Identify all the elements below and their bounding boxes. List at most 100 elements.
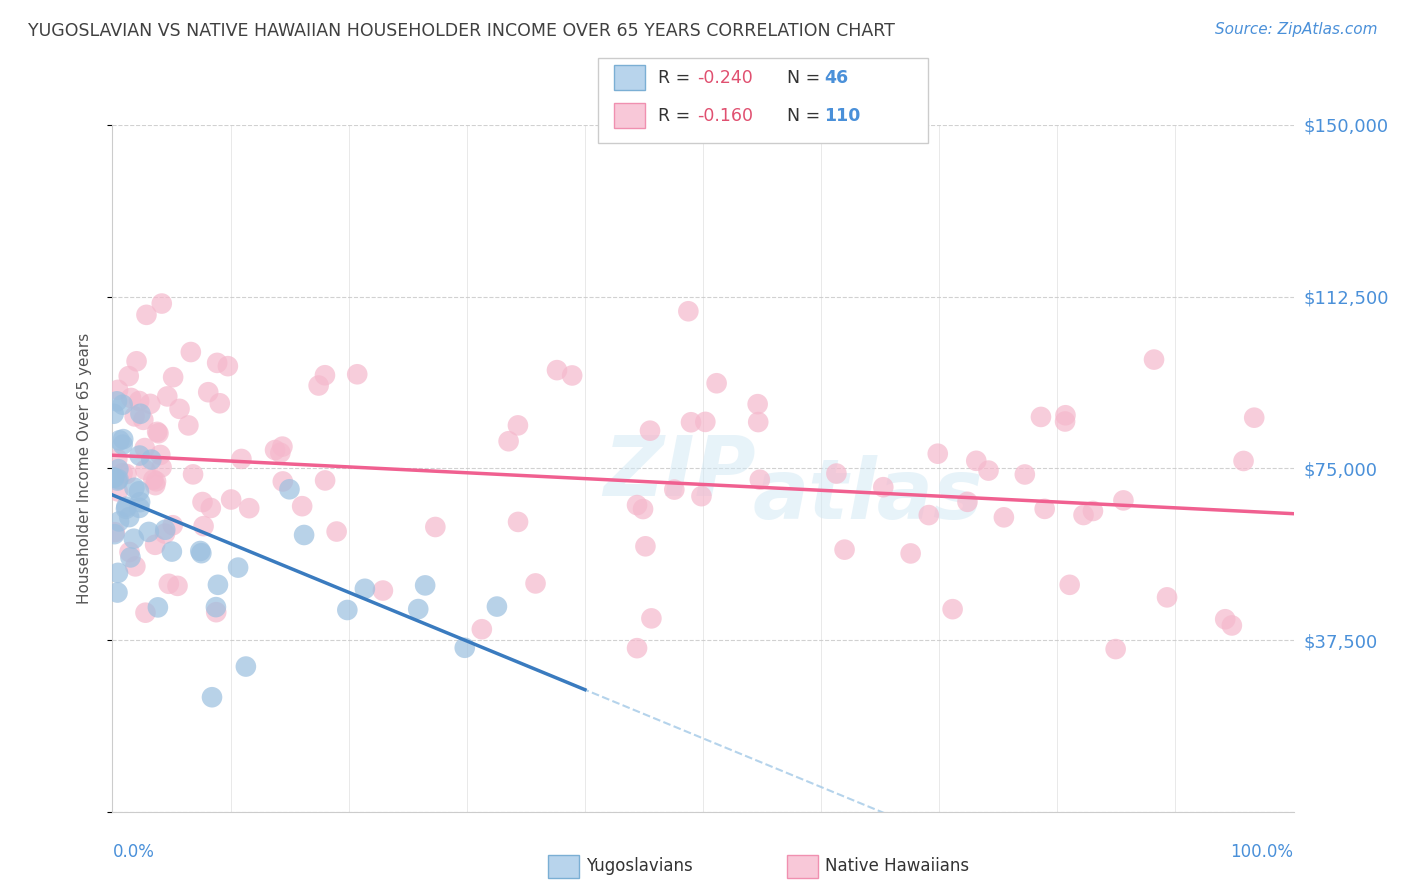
Point — [138, 524, 160, 539]
Point — [146, 425, 169, 439]
Point — [124, 481, 146, 495]
Point — [834, 542, 856, 557]
Point — [141, 452, 163, 467]
Point — [664, 483, 686, 497]
Point — [107, 484, 129, 499]
Point — [1014, 467, 1036, 482]
Point — [278, 483, 301, 497]
Point — [695, 415, 717, 429]
Point — [197, 385, 219, 400]
Point — [1073, 508, 1095, 522]
Point — [122, 532, 145, 546]
Point — [825, 467, 848, 481]
Point — [111, 466, 134, 480]
Point — [325, 524, 347, 539]
Text: atlas: atlas — [754, 455, 984, 536]
Text: Source: ZipAtlas.com: Source: ZipAtlas.com — [1215, 22, 1378, 37]
Point — [292, 528, 315, 542]
Point — [927, 447, 949, 461]
Point — [134, 463, 156, 477]
Point — [169, 401, 191, 416]
Point — [1054, 409, 1077, 423]
Point — [626, 498, 648, 512]
Text: R =: R = — [658, 107, 696, 125]
Point — [1081, 504, 1104, 518]
Point — [546, 363, 568, 377]
Text: 100.0%: 100.0% — [1230, 843, 1294, 861]
Point — [115, 502, 138, 516]
Point — [162, 370, 184, 384]
Point — [105, 394, 128, 409]
Point — [413, 578, 436, 592]
Point — [406, 602, 429, 616]
Point — [638, 424, 661, 438]
Text: R =: R = — [658, 69, 696, 87]
Point — [143, 538, 166, 552]
Point — [238, 501, 260, 516]
Point — [336, 603, 359, 617]
Point — [143, 478, 166, 492]
Point — [226, 560, 249, 574]
Point — [634, 539, 657, 553]
Point — [142, 473, 165, 487]
Point — [111, 398, 134, 412]
Point — [205, 605, 228, 619]
Point — [271, 475, 294, 489]
Point — [1033, 501, 1056, 516]
Point — [112, 432, 135, 446]
Text: ZIP: ZIP — [603, 433, 755, 514]
Point — [207, 578, 229, 592]
Point — [104, 525, 127, 540]
Point — [128, 484, 150, 499]
Point — [918, 508, 941, 522]
Point — [900, 546, 922, 560]
Point — [471, 622, 494, 636]
Point — [145, 475, 167, 489]
Point — [132, 413, 155, 427]
Point — [1059, 578, 1081, 592]
Point — [231, 452, 253, 467]
Point — [208, 396, 231, 410]
Point — [371, 583, 394, 598]
Point — [124, 559, 146, 574]
Point — [146, 600, 169, 615]
Point — [1054, 415, 1077, 429]
Point — [205, 356, 228, 370]
Point — [108, 515, 131, 529]
Point — [191, 495, 214, 509]
Point — [524, 576, 547, 591]
Point — [105, 451, 128, 466]
Point — [108, 434, 131, 448]
Point — [120, 550, 142, 565]
Text: N =: N = — [787, 107, 827, 125]
Point — [193, 519, 215, 533]
Point — [134, 441, 156, 455]
Point — [107, 566, 129, 580]
Text: Native Hawaiians: Native Hawaiians — [825, 857, 970, 875]
Point — [190, 546, 212, 560]
Text: YUGOSLAVIAN VS NATIVE HAWAIIAN HOUSEHOLDER INCOME OVER 65 YEARS CORRELATION CHAR: YUGOSLAVIAN VS NATIVE HAWAIIAN HOUSEHOLD… — [28, 22, 896, 40]
Point — [160, 544, 183, 558]
Point — [1232, 454, 1254, 468]
Point — [747, 397, 769, 411]
Point — [872, 480, 894, 494]
Point — [1143, 352, 1166, 367]
Point — [354, 582, 377, 596]
Point — [956, 495, 979, 509]
Point — [235, 659, 257, 673]
Point — [103, 527, 125, 541]
Point — [124, 409, 146, 424]
Point — [1213, 612, 1236, 626]
Point — [1112, 493, 1135, 508]
Point — [149, 448, 172, 462]
Point — [120, 391, 142, 405]
Point — [1029, 409, 1052, 424]
Point — [107, 474, 129, 488]
Point — [1104, 642, 1126, 657]
Point — [747, 415, 769, 429]
Point — [155, 523, 177, 537]
Point — [1156, 591, 1178, 605]
Point — [201, 690, 224, 705]
Point — [107, 383, 129, 397]
Point — [561, 368, 583, 383]
